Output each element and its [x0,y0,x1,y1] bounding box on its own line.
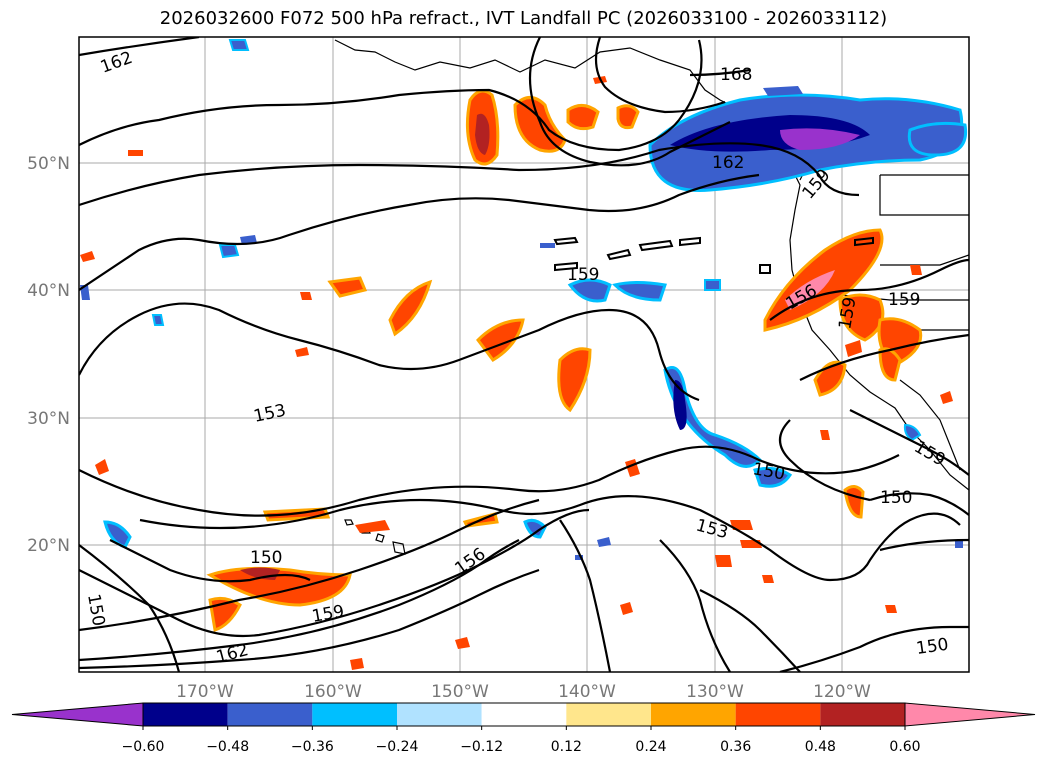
lat-label: 30°N [27,409,70,429]
contour-label: 150 [915,635,950,659]
ivt-negative-areas [80,39,968,560]
longitude-labels: 170°W 160°W 150°W 140°W 130°W 120°W [176,682,871,702]
lat-label: 20°N [27,536,70,556]
colorbar-segment [481,703,567,726]
colorbar-segment [227,703,313,726]
small-contour-blobs [553,236,874,274]
colorbar-segment [651,703,736,726]
lon-label: 140°W [558,682,616,702]
colorbar-tick-label: −0.48 [206,739,249,755]
contour-label: 159 [888,290,920,310]
colorbar-tick-label: −0.12 [460,739,503,755]
colorbar-extend-low [11,702,144,727]
colorbar-segment [820,703,905,726]
lon-label: 120°W [813,682,871,702]
colorbar-outline [142,702,906,727]
height-contours [79,37,969,672]
map-title: 2026032600 F072 500 hPa refract., IVT La… [159,8,888,29]
lat-label: 40°N [27,281,70,301]
colorbar-tick-label: −0.36 [291,739,334,755]
lat-label: 50°N [27,154,70,174]
lon-label: 130°W [686,682,744,702]
contour-label: 162 [712,153,744,173]
colorbar-extend-high [904,702,1036,727]
colorbar-segment [566,703,651,726]
colorbar-segment [397,703,482,726]
contour-label: 150 [880,488,912,508]
lon-label: 170°W [176,682,234,702]
contour-label: 168 [720,65,752,85]
colorbar-tick-labels: −0.60 −0.48 −0.36 −0.24 −0.12 0.12 0.24 0.36 0.4… [122,739,921,755]
colorbar-segment [143,703,228,726]
latitude-labels: 50°N 40°N 30°N 20°N [27,154,70,556]
colorbar [11,702,1036,730]
lon-label: 160°W [304,682,362,702]
colorbar-tick-label: 0.48 [805,739,836,755]
colorbar-tick-label: 0.60 [889,739,920,755]
colorbar-tick-label: 0.12 [551,739,582,755]
colorbar-segment [735,703,821,726]
lon-label: 150°W [431,682,489,702]
colorbar-tick-label: 0.24 [635,739,666,755]
colorbar-segment [312,703,397,726]
colorbar-tick-label: 0.36 [720,739,751,755]
contour-label: 150 [250,548,282,568]
colorbar-tick-label: −0.60 [122,739,165,755]
colorbar-tick-label: −0.24 [376,739,419,755]
contour-label: 159 [567,265,599,285]
map-border [78,36,970,673]
